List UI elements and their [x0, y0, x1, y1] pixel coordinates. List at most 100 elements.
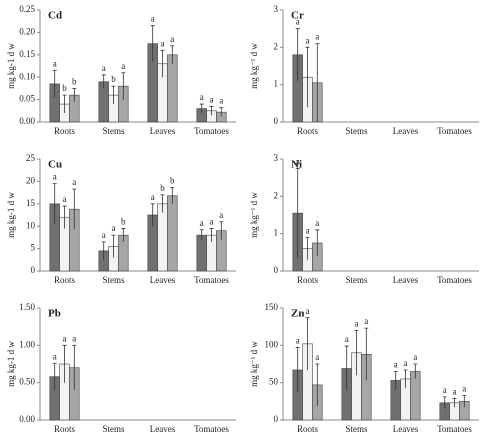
bar: [167, 195, 178, 272]
significance-letter: b: [170, 176, 175, 186]
error-bar: [72, 344, 77, 391]
chart-title: Cu: [48, 159, 62, 171]
error-bar: [121, 228, 126, 242]
bar: [196, 234, 207, 272]
y-tick-label: 0.00: [19, 414, 35, 424]
error-bar: [199, 229, 204, 241]
x-tick-label: Stems: [345, 424, 368, 434]
error-bar: [62, 94, 67, 114]
significance-letter: a: [53, 351, 57, 361]
significance-letter: a: [296, 156, 300, 166]
significance-letter: a: [219, 96, 223, 106]
significance-letter: a: [210, 94, 214, 104]
y-axis-label: mg kg⁻¹ d w: [249, 43, 259, 89]
chart-title: Pb: [48, 308, 61, 320]
x-tick-label: Leaves: [150, 126, 176, 136]
y-tick-label: 0.00: [19, 116, 35, 126]
x-tick-label: Tomatoes: [194, 275, 229, 285]
error-bar: [209, 105, 214, 116]
error-bar: [305, 317, 310, 370]
x-tick-label: Stems: [345, 126, 368, 136]
error-bar: [101, 241, 106, 260]
y-tick-label: 5: [31, 243, 36, 253]
bar: [157, 203, 168, 272]
significance-letter: a: [72, 333, 76, 343]
x-tick-label: Stems: [102, 424, 125, 434]
y-tick-label: 0: [274, 414, 279, 424]
y-tick-label: 0.15: [19, 49, 35, 59]
x-tick-label: Tomatoes: [437, 126, 472, 136]
y-tick-label: 0.20: [19, 26, 35, 36]
significance-letter: a: [200, 92, 204, 102]
significance-letter: a: [364, 316, 368, 326]
y-tick-label: 2: [274, 190, 279, 200]
error-bar: [170, 187, 175, 204]
significance-letter: a: [121, 61, 125, 71]
y-tick-label: 3: [274, 153, 279, 163]
chart-title: Ni: [291, 159, 302, 171]
error-bar: [101, 74, 106, 89]
significance-letter: a: [63, 333, 67, 343]
significance-letter: a: [394, 360, 398, 370]
error-bar: [462, 394, 467, 408]
significance-letter: a: [102, 63, 106, 73]
y-tick-label: 15: [26, 198, 36, 208]
x-tick-label: Tomatoes: [437, 424, 472, 434]
significance-letter: a: [315, 352, 319, 362]
significance-letter: a: [296, 17, 300, 27]
y-tick-label: 1: [274, 228, 279, 238]
significance-letter: a: [306, 306, 310, 316]
error-bar: [354, 330, 359, 376]
x-tick-label: Roots: [54, 126, 76, 136]
x-tick-label: Roots: [297, 275, 319, 285]
significance-letter: a: [102, 230, 106, 240]
error-bar: [315, 43, 320, 122]
error-bar: [111, 234, 116, 258]
x-tick-label: Leaves: [150, 424, 176, 434]
error-bar: [295, 28, 300, 81]
y-tick-label: 1: [274, 79, 279, 89]
significance-letter: a: [53, 59, 57, 69]
x-tick-label: Tomatoes: [194, 424, 229, 434]
significance-letter: a: [112, 223, 116, 233]
y-tick-label: 150: [265, 302, 279, 312]
error-bar: [199, 103, 204, 114]
y-axis-label: mg kg-1 d w: [6, 43, 16, 89]
significance-letter: b: [121, 217, 126, 227]
x-tick-label: Tomatoes: [194, 126, 229, 136]
error-bar: [52, 70, 57, 98]
error-bar: [52, 183, 57, 224]
error-bar: [219, 221, 224, 240]
significance-letter: a: [306, 225, 310, 235]
x-tick-label: Leaves: [393, 126, 419, 136]
error-bar: [150, 25, 155, 62]
significance-letter: a: [210, 217, 214, 227]
y-tick-label: 0: [274, 265, 279, 275]
y-tick-label: 20: [26, 175, 36, 185]
error-bar: [295, 167, 300, 258]
chart-title: Cr: [291, 10, 304, 22]
significance-letter: b: [72, 76, 77, 86]
y-tick-label: 1.00: [19, 339, 35, 349]
bar: [167, 54, 178, 123]
significance-letter: a: [151, 192, 155, 202]
x-tick-label: Stems: [102, 126, 125, 136]
error-bar: [219, 107, 224, 117]
significance-letter: a: [443, 385, 447, 395]
y-tick-label: 0.25: [19, 4, 35, 14]
error-bar: [305, 46, 310, 108]
significance-letter: b: [62, 83, 67, 93]
y-tick-label: 0.50: [19, 377, 35, 387]
significance-letter: a: [355, 318, 359, 328]
error-bar: [452, 397, 457, 408]
y-axis-label: mg kg-1 d w: [6, 192, 16, 238]
error-bar: [72, 188, 77, 230]
error-bar: [393, 371, 398, 390]
y-tick-label: 0.10: [19, 71, 35, 81]
y-tick-label: 0: [31, 265, 36, 275]
y-tick-label: 100: [265, 339, 279, 349]
error-bar: [121, 72, 126, 100]
significance-letter: a: [345, 334, 349, 344]
y-axis-label: mg kg⁻¹ d w: [249, 192, 259, 238]
